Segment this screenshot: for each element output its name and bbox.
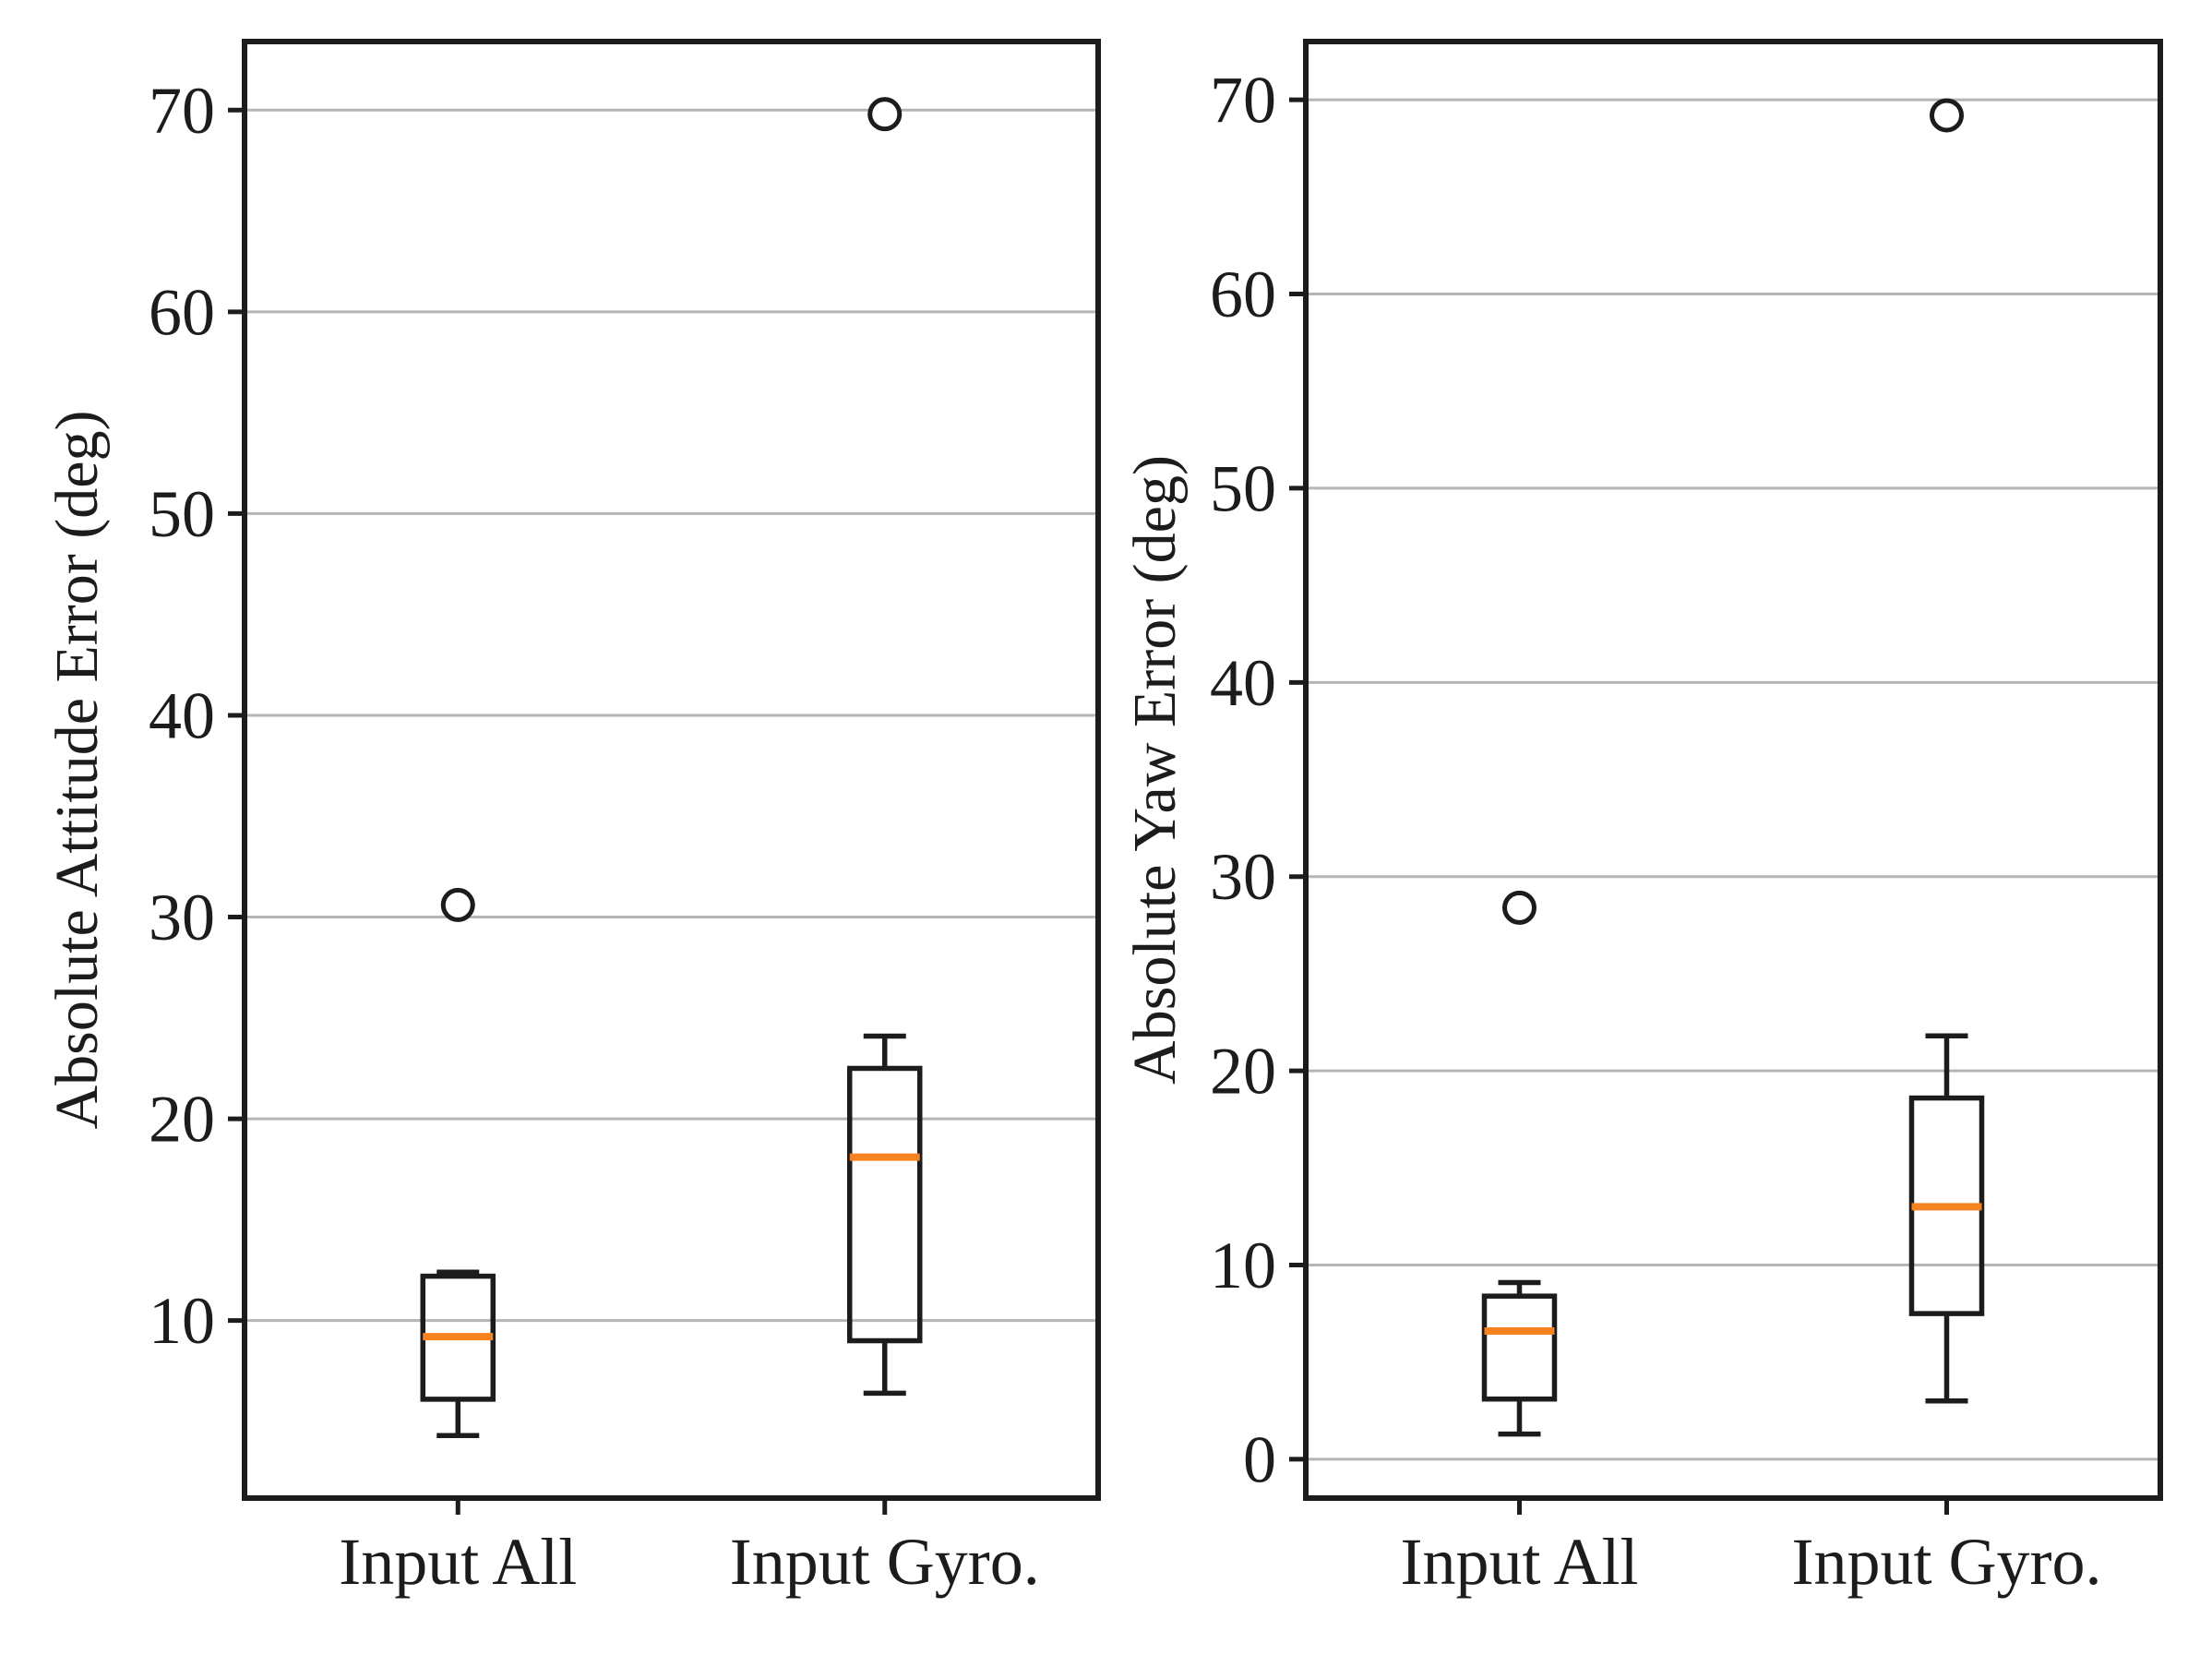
y-tick-label: 40 [149, 678, 215, 752]
outlier-point [1502, 890, 1536, 925]
y-tick-label: 30 [149, 881, 215, 954]
category-label: Input Gyro. [1792, 1525, 2102, 1599]
y-tick-label: 0 [1243, 1422, 1276, 1496]
y-tick-label: 60 [1210, 258, 1276, 331]
y-tick-label: 40 [1210, 646, 1276, 720]
y-tick-label: 50 [1210, 451, 1276, 525]
y-axis-label: Absolute Attitude Error (deg) [43, 411, 111, 1130]
plot-frame [1303, 39, 2163, 1501]
category-label: Input All [1400, 1525, 1638, 1599]
y-tick-label: 20 [1210, 1035, 1276, 1109]
outlier-point [440, 887, 475, 922]
y-tick-label: 70 [1210, 64, 1276, 138]
iqr-box [847, 1065, 923, 1344]
y-tick-label: 30 [1210, 840, 1276, 914]
plot-frame [242, 39, 1101, 1501]
outlier-point [1930, 98, 1964, 133]
y-tick-label: 60 [149, 275, 215, 349]
outlier-point [867, 97, 903, 132]
iqr-box [1481, 1293, 1558, 1402]
y-axis-label: Absolute Yaw Error (deg) [1121, 455, 1189, 1085]
y-tick-label: 10 [1210, 1229, 1276, 1302]
y-tick-label: 10 [149, 1284, 215, 1358]
category-label: Input Gyro. [730, 1525, 1040, 1599]
y-tick-label: 70 [149, 74, 215, 148]
category-label: Input All [339, 1525, 577, 1599]
y-tick-label: 20 [149, 1083, 215, 1157]
y-tick-label: 50 [149, 477, 215, 551]
